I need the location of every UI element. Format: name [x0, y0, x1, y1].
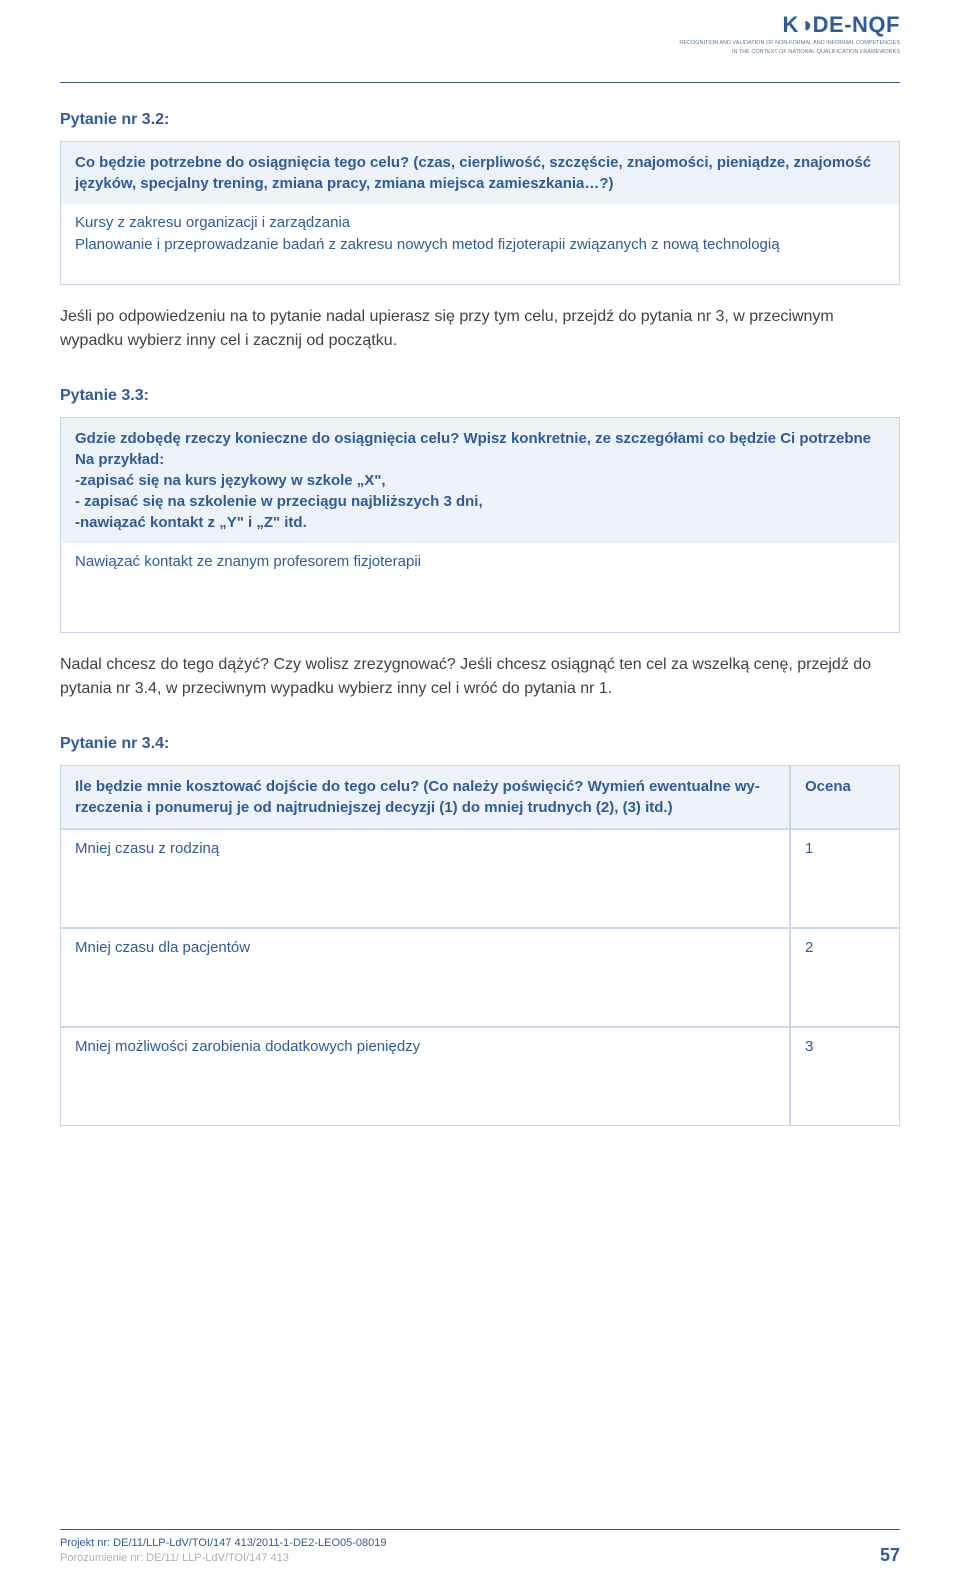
- q34-col-prompt: Ile będzie mnie kosztować dojście do teg…: [60, 765, 790, 829]
- q34-row-score: 1: [790, 829, 900, 928]
- table-row: Mniej czasu dla pacjentów 2: [60, 928, 900, 1027]
- q33-prompt-line: Na przykład:: [75, 449, 885, 470]
- q32-heading: Pytanie nr 3.2:: [60, 111, 900, 129]
- q33-answer: Nawiązać kontakt ze znanym profesorem fi…: [61, 543, 899, 633]
- footer-line-2: Porozumienie nr: DE/11/ LLP-LdV/TOI/147 …: [60, 1551, 387, 1566]
- q34-row-text: Mniej czasu z rodziną: [60, 829, 790, 928]
- q33-prompt: Gdzie zdobędę rzeczy konieczne do osiągn…: [61, 418, 899, 543]
- paragraph-2: Nadal chcesz do tego dążyć? Czy wolisz z…: [60, 653, 900, 701]
- footer-line-1: Projekt nr: DE/11/LLP-LdV/TOI/147 413/20…: [60, 1536, 387, 1551]
- q34-table: Ile będzie mnie kosztować dojście do teg…: [60, 765, 900, 1126]
- q33-prompt-line: -zapisać się na kurs językowy w szkole „…: [75, 470, 885, 491]
- q34-row-score: 3: [790, 1027, 900, 1126]
- logo-subline-1: RECOGNITION AND VALIDATION OF NON-FORMAL…: [679, 40, 900, 47]
- paragraph-1: Jeśli po odpowiedzeniu na to pytanie nad…: [60, 305, 900, 353]
- q34-row-text: Mniej czasu dla pacjentów: [60, 928, 790, 1027]
- footer-text: Projekt nr: DE/11/LLP-LdV/TOI/147 413/20…: [60, 1536, 387, 1566]
- logo-subline-2: IN THE CONTEXT OF NATIONAL QUALIFICATION…: [679, 49, 900, 56]
- q33-prompt-line: - zapisać się na szkolenie w przeciągu n…: [75, 491, 885, 512]
- header-logo: K◑DE-NQF RECOGNITION AND VALIDATION OF N…: [679, 12, 900, 55]
- q32-prompt: Co będzie potrzebne do osiągnięcia tego …: [61, 142, 899, 204]
- q33-box: Gdzie zdobędę rzeczy konieczne do osiągn…: [60, 417, 900, 634]
- page-number: 57: [880, 1545, 900, 1566]
- q34-heading: Pytanie nr 3.4:: [60, 735, 900, 753]
- q33-heading: Pytanie 3.3:: [60, 387, 900, 405]
- footer: Projekt nr: DE/11/LLP-LdV/TOI/147 413/20…: [60, 1529, 900, 1566]
- top-rule: [60, 82, 900, 83]
- q32-box: Co będzie potrzebne do osiągnięcia tego …: [60, 141, 900, 285]
- q34-col-score: Ocena: [790, 765, 900, 829]
- q34-row-score: 2: [790, 928, 900, 1027]
- q32-answer: Kursy z zakresu organizacji i zarządzani…: [61, 204, 899, 284]
- table-row: Mniej możliwości zarobienia dodatkowych …: [60, 1027, 900, 1126]
- logo-text: K◑DE-NQF: [679, 12, 900, 38]
- q34-row-text: Mniej możliwości zarobienia dodatkowych …: [60, 1027, 790, 1126]
- q33-prompt-line: -nawiązać kontakt z „Y" i „Z" itd.: [75, 512, 885, 533]
- q33-prompt-line: Gdzie zdobędę rzeczy konieczne do osiągn…: [75, 428, 885, 449]
- footer-rule: [60, 1529, 900, 1530]
- table-row: Mniej czasu z rodziną 1: [60, 829, 900, 928]
